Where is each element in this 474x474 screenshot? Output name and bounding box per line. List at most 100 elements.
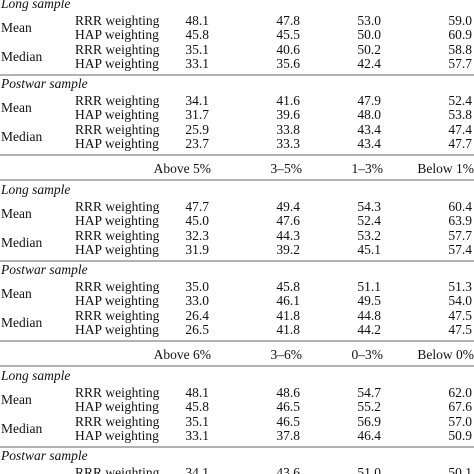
cell: 63.9 <box>448 213 472 228</box>
cell: 31.7 <box>185 107 209 122</box>
cell: 62.0 <box>448 385 472 400</box>
cell: 26.4 <box>185 308 209 323</box>
method: RRR weighting <box>75 308 160 323</box>
cell: 42.4 <box>357 56 381 71</box>
column-header: 0–3% <box>352 347 384 362</box>
method: HAP weighting <box>75 27 159 42</box>
stat-label: Mean <box>1 392 32 407</box>
column-header: Below 0% <box>417 347 474 362</box>
sample-label: Postwar sample <box>0 76 88 91</box>
method: HAP weighting <box>75 136 159 151</box>
cell: 35.1 <box>185 42 209 57</box>
stat-label: Mean <box>1 20 32 35</box>
cell: 33.3 <box>276 136 300 151</box>
sample-label: Postwar sample <box>0 448 88 463</box>
cell: 47.5 <box>448 322 472 337</box>
method: RRR weighting <box>75 13 160 28</box>
method: RRR weighting <box>75 93 160 108</box>
method: HAP weighting <box>75 242 159 257</box>
cell: 54.0 <box>448 293 472 308</box>
column-header: 3–5% <box>271 161 303 176</box>
cell: 59.0 <box>448 13 472 28</box>
cell: 46.4 <box>357 428 381 443</box>
cell: 60.9 <box>448 27 472 42</box>
cell: 53.0 <box>357 13 381 28</box>
cell: 56.9 <box>357 414 381 429</box>
cell: 34.1 <box>185 465 209 474</box>
cell: 57.7 <box>448 228 472 243</box>
stat-label: Median <box>1 235 42 250</box>
cell: 33.1 <box>185 56 209 71</box>
cell: 45.0 <box>185 213 209 228</box>
method: RRR weighting <box>75 199 160 214</box>
method: RRR weighting <box>75 465 160 474</box>
method: HAP weighting <box>75 428 159 443</box>
cell: 50.9 <box>448 428 472 443</box>
cell: 45.5 <box>276 27 300 42</box>
cell: 46.5 <box>276 414 300 429</box>
cell: 45.8 <box>185 399 209 414</box>
cell: 43.4 <box>357 136 381 151</box>
cell: 39.6 <box>276 107 300 122</box>
cell: 52.4 <box>448 93 472 108</box>
cell: 39.2 <box>276 242 300 257</box>
cell: 41.6 <box>276 93 300 108</box>
cell: 26.5 <box>185 322 209 337</box>
cell: 45.1 <box>357 242 381 257</box>
cell: 37.8 <box>276 428 300 443</box>
method: HAP weighting <box>75 399 159 414</box>
stat-label: Mean <box>1 206 32 221</box>
cell: 31.9 <box>185 242 209 257</box>
method: RRR weighting <box>75 122 160 137</box>
sample-label: Postwar sample <box>0 262 88 277</box>
method: RRR weighting <box>75 42 160 57</box>
cell: 45.8 <box>276 279 300 294</box>
cell: 48.6 <box>276 385 300 400</box>
cell: 47.9 <box>357 93 381 108</box>
cell: 44.8 <box>357 308 381 323</box>
method: RRR weighting <box>75 279 160 294</box>
cell: 32.3 <box>185 228 209 243</box>
cell: 35.0 <box>185 279 209 294</box>
cell: 47.7 <box>185 199 209 214</box>
cell: 35.1 <box>185 414 209 429</box>
cell: 25.9 <box>185 122 209 137</box>
cell: 50.0 <box>357 27 381 42</box>
method: RRR weighting <box>75 228 160 243</box>
cell: 67.6 <box>448 399 472 414</box>
cell: 45.8 <box>185 27 209 42</box>
stat-label: Median <box>1 315 42 330</box>
cell: 57.4 <box>448 242 472 257</box>
method: HAP weighting <box>75 293 159 308</box>
cell: 49.4 <box>276 199 300 214</box>
cell: 53.2 <box>357 228 381 243</box>
cell: 33.0 <box>185 293 209 308</box>
cell: 48.0 <box>357 107 381 122</box>
cell: 44.3 <box>276 228 300 243</box>
cell: 52.4 <box>357 213 381 228</box>
cell: 40.6 <box>276 42 300 57</box>
cell: 53.8 <box>448 107 472 122</box>
stat-label: Mean <box>1 472 32 474</box>
cell: 60.4 <box>448 199 472 214</box>
cell: 47.7 <box>448 136 472 151</box>
cell: 33.1 <box>185 428 209 443</box>
cell: 46.1 <box>276 293 300 308</box>
column-header: Above 6% <box>154 347 211 362</box>
method: HAP weighting <box>75 107 159 122</box>
cell: 51.0 <box>357 465 381 474</box>
cell: 46.5 <box>276 399 300 414</box>
method: RRR weighting <box>75 385 160 400</box>
stat-label: Mean <box>1 286 32 301</box>
column-header: 1–3% <box>352 161 384 176</box>
cell: 47.6 <box>276 213 300 228</box>
column-header: Above 5% <box>154 161 211 176</box>
cell: 58.8 <box>448 42 472 57</box>
cell: 41.8 <box>276 322 300 337</box>
cell: 43.6 <box>276 465 300 474</box>
stat-label: Median <box>1 129 42 144</box>
cell: 34.1 <box>185 93 209 108</box>
stat-label: Median <box>1 421 42 436</box>
column-header: 3–6% <box>271 347 303 362</box>
